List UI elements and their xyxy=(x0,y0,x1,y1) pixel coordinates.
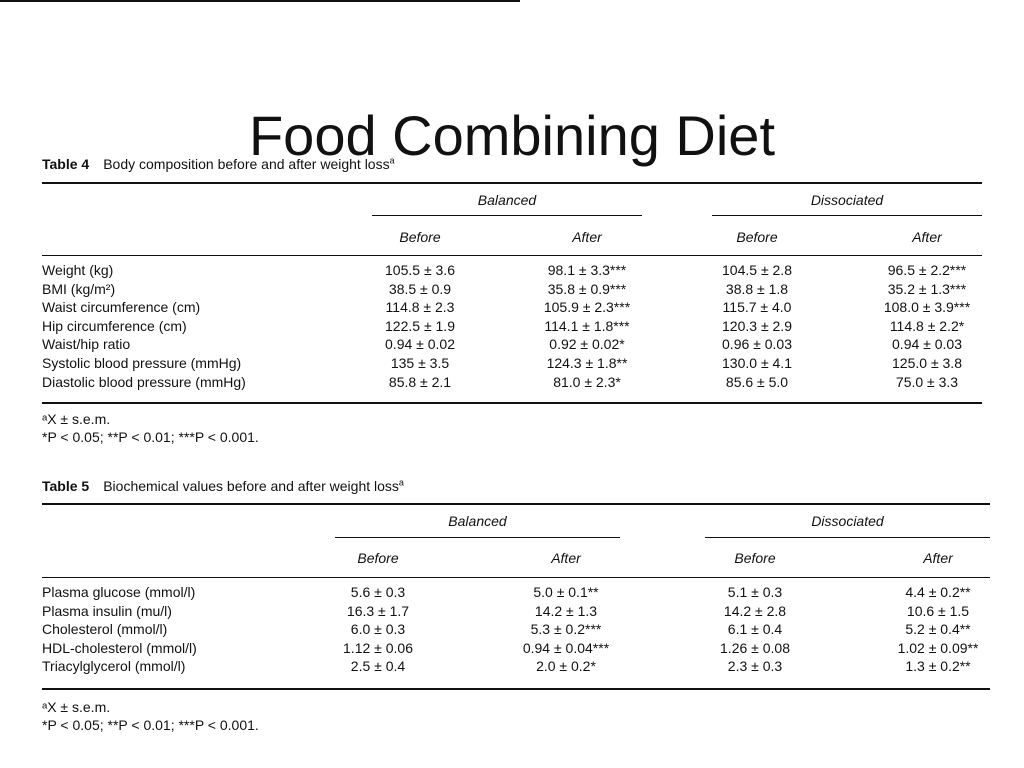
table-cell: 14.2 ± 1.3 xyxy=(534,602,598,619)
table-4-bottom-rule xyxy=(42,402,982,404)
row-label: Hip circumference (cm) xyxy=(42,317,187,334)
row-label: Plasma insulin (mu/l) xyxy=(42,602,172,619)
table-5-subheader: Before xyxy=(357,550,399,566)
table-cell: 98.1 ± 3.3*** xyxy=(547,262,627,278)
slide-title: Food Combining Diet xyxy=(248,103,776,167)
table-5-balanced-rule xyxy=(335,537,620,538)
table-cell: 130.0 ± 4.1 xyxy=(722,355,792,371)
table-cell: 2.0 ± 0.2* xyxy=(536,658,596,675)
table-cell: 16.3 ± 1.7 xyxy=(346,602,410,619)
row-label: HDL-cholesterol (mmol/l) xyxy=(42,639,197,656)
table-4-caption-label: Table 4 xyxy=(42,156,90,172)
table-cell: 0.94 ± 0.04*** xyxy=(522,639,610,656)
table-cell: 104.5 ± 2.8 xyxy=(722,262,792,278)
table-4-top-rule xyxy=(42,182,982,184)
table-cell: 5.6 ± 0.3 xyxy=(350,584,406,600)
table-5-caption-sup: a xyxy=(398,477,404,488)
table-5-top-rule xyxy=(42,503,990,505)
table-cell: 114.8 ± 2.3 xyxy=(385,299,455,316)
row-label: Plasma glucose (mmol/l) xyxy=(42,584,196,600)
table-cell: 6.0 ± 0.3 xyxy=(350,621,406,638)
table-4-group-header-balanced: Balanced xyxy=(477,192,537,208)
table-5-group-header-dissociated: Dissociated xyxy=(811,513,884,529)
table-cell: 108.0 ± 3.9*** xyxy=(883,299,971,316)
table-cell: 0.94 ± 0.03 xyxy=(892,336,962,353)
top-rule xyxy=(0,0,520,2)
table-4-group-header-dissociated: Dissociated xyxy=(810,192,884,208)
table-cell: 38.8 ± 1.8 xyxy=(725,280,789,297)
table-5-caption-label: Table 5 xyxy=(42,478,90,494)
table-cell: 105.5 ± 3.6 xyxy=(385,262,455,278)
row-label: Cholesterol (mmol/l) xyxy=(42,621,168,638)
table-5-caption: Table 5 Biochemical values before and aft… xyxy=(42,477,404,495)
table-cell: 6.1 ± 0.4 xyxy=(727,621,783,638)
table-cell: 0.92 ± 0.02* xyxy=(549,336,625,353)
table-cell: 5.0 ± 0.1** xyxy=(533,584,599,600)
table-4-balanced-rule xyxy=(372,215,642,216)
table-cell: 81.0 ± 2.3* xyxy=(553,373,621,390)
table-cell: 114.8 ± 2.2* xyxy=(889,317,965,334)
table-cell: 10.6 ± 1.5 xyxy=(906,602,970,619)
table-5-header-rule xyxy=(42,577,990,578)
row-label: Systolic blood pressure (mmHg) xyxy=(42,355,242,371)
table-cell: 5.1 ± 0.3 xyxy=(727,584,783,600)
table-cell: 115.7 ± 4.0 xyxy=(722,299,792,316)
table-4-subheader: After xyxy=(912,229,942,245)
table-4-caption: Table 4 Body composition before and after… xyxy=(42,155,395,173)
row-label: Waist circumference (cm) xyxy=(42,299,201,316)
table-4-dissociated-rule xyxy=(712,215,982,216)
table-cell: 38.5 ± 0.9 xyxy=(388,280,452,297)
table-5-dissociated-rule xyxy=(705,537,990,538)
table-cell: 1.02 ± 0.09** xyxy=(897,639,979,656)
table-cell: 85.6 ± 5.0 xyxy=(725,373,789,390)
table-cell: 1.26 ± 0.08 xyxy=(720,639,790,656)
table-cell: 5.3 ± 0.2*** xyxy=(530,621,602,638)
table-4-caption-sup: a xyxy=(389,155,395,166)
table-cell: 35.2 ± 1.3*** xyxy=(887,280,967,297)
row-label: Diastolic blood pressure (mmHg) xyxy=(42,373,246,390)
table-cell: 124.3 ± 1.8** xyxy=(546,355,628,371)
table-cell: 122.5 ± 1.9 xyxy=(385,317,455,334)
table-cell: 2.3 ± 0.3 xyxy=(727,658,783,675)
table-cell: 135 ± 3.5 xyxy=(390,355,450,371)
table-cell: 35.8 ± 0.9*** xyxy=(547,280,627,297)
table-4-caption-text: Body composition before and after weight… xyxy=(103,156,390,172)
row-label: Waist/hip ratio xyxy=(42,336,131,353)
table-4-footnote: ᵃX ± s.e.m. xyxy=(42,411,111,427)
table-4-subheader: Before xyxy=(399,229,441,245)
table-cell: 96.5 ± 2.2*** xyxy=(887,262,967,278)
table-4-subheader: Before xyxy=(736,229,778,245)
table-5-group-header-balanced: Balanced xyxy=(448,513,507,529)
table-cell: 0.96 ± 0.03 xyxy=(722,336,792,353)
table-cell: 120.3 ± 2.9 xyxy=(722,317,792,334)
table-cell: 105.9 ± 2.3*** xyxy=(543,299,631,316)
table-cell: 5.2 ± 0.4** xyxy=(905,621,971,638)
table-5-subheader: Before xyxy=(734,550,776,566)
table-5-footnote: ᵃX ± s.e.m. xyxy=(42,699,111,715)
table-cell: 0.94 ± 0.02 xyxy=(385,336,455,353)
table-cell: 2.5 ± 0.4 xyxy=(350,658,406,675)
table-5-footnote: *P < 0.05; **P < 0.01; ***P < 0.001. xyxy=(42,717,259,733)
table-cell: 1.12 ± 0.06 xyxy=(343,639,413,656)
table-cell: 75.0 ± 3.3 xyxy=(895,373,959,390)
table-5-subheader: After xyxy=(923,550,953,566)
table-cell: 4.4 ± 0.2** xyxy=(905,584,971,600)
table-4-footnote: *P < 0.05; **P < 0.01; ***P < 0.001. xyxy=(42,429,259,445)
row-label: Triacylglycerol (mmol/l) xyxy=(42,658,186,675)
table-cell: 14.2 ± 2.8 xyxy=(723,602,787,619)
table-cell: 85.8 ± 2.1 xyxy=(388,373,452,390)
table-cell: 1.3 ± 0.2** xyxy=(905,658,971,675)
table-5-caption-text: Biochemical values before and after weig… xyxy=(103,478,399,494)
row-label: Weight (kg) xyxy=(42,262,114,278)
table-cell: 125.0 ± 3.8 xyxy=(892,355,962,371)
table-cell: 114.1 ± 1.8*** xyxy=(544,317,630,334)
table-4-header-rule xyxy=(42,255,982,256)
table-5-subheader: After xyxy=(551,550,581,566)
row-label: BMI (kg/m²) xyxy=(42,280,116,297)
table-4-subheader: After xyxy=(572,229,602,245)
table-5-bottom-rule xyxy=(42,688,990,690)
